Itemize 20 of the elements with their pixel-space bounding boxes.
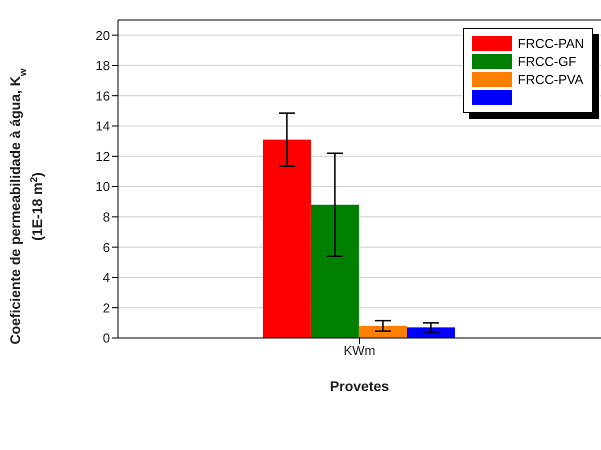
y-tick-label: 8	[102, 209, 110, 224]
y-tick-label: 18	[96, 58, 110, 74]
y-tick-label: 4	[102, 270, 110, 286]
y-tick-label: 6	[102, 240, 110, 255]
legend-label: FRCC-PAN	[518, 36, 584, 51]
y-tick-label: 12	[96, 148, 110, 164]
legend-label: FRCC-GF	[518, 54, 576, 69]
y-tick-label: 10	[96, 179, 110, 194]
x-tick-label: KWm	[344, 343, 376, 358]
x-axis-title: Provetes	[330, 378, 390, 394]
bar	[406, 327, 455, 338]
y-tick-label: 16	[96, 88, 110, 104]
bar	[310, 204, 359, 338]
y-tick-label: 0	[102, 330, 110, 346]
bar	[262, 140, 311, 338]
bar	[358, 326, 407, 338]
y-tick-label: 2	[102, 300, 110, 316]
y-tick-label: 20	[96, 28, 110, 43]
y-tick-label: 14	[96, 118, 110, 134]
legend-label: FRCC-PVA	[518, 72, 584, 87]
